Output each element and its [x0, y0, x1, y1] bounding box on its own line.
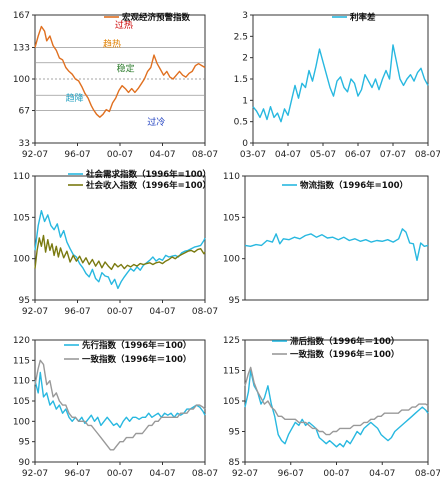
- y-tick-label: 90: [19, 458, 31, 468]
- y-tick-label: 167: [13, 11, 30, 21]
- y-tick-label: 95: [19, 296, 30, 306]
- x-tick-label: 96-07: [64, 469, 90, 479]
- chart-spread: 3 2.5 2 1.5 1 0.5 003-07 04-07 05-07 06-07 07-07 08…: [234, 11, 440, 160]
- legend-label: 物流指数（1996年=100）: [300, 180, 408, 191]
- y-tick-label: 110: [223, 172, 240, 182]
- x-tick-label: 08-07: [415, 469, 440, 479]
- y-tick-label: 1: [242, 96, 248, 106]
- x-tick-label: 04-07: [149, 469, 175, 479]
- y-tick-label: 67: [19, 107, 30, 117]
- y-tick-label: 110: [13, 377, 30, 387]
- x-tick-label: 05-07: [310, 150, 336, 160]
- x-tick-label: 96-07: [278, 469, 304, 479]
- y-tick-label: 85: [229, 458, 240, 468]
- x-tick-label: 92-07: [22, 307, 48, 317]
- band-label: 稳定: [117, 62, 135, 74]
- x-tick-label: 04-07: [149, 150, 175, 160]
- y-tick-label: 100: [13, 255, 30, 265]
- legend-label: 社会需求指数（1996年=100）: [85, 169, 211, 180]
- y-tick-label: 33: [19, 139, 30, 149]
- series-line: [34, 371, 206, 429]
- x-tick-label: 08-07: [192, 150, 218, 160]
- x-tick-label: 04-07: [275, 150, 301, 160]
- x-tick-label: 07-07: [380, 150, 406, 160]
- x-tick-label: 96-07: [64, 150, 90, 160]
- x-tick-label: 03-07: [240, 150, 266, 160]
- band-label: 过热: [115, 19, 133, 31]
- x-tick-label: 92-07: [22, 469, 48, 479]
- series-line: [244, 369, 429, 448]
- legend-label: 利率差: [349, 12, 376, 23]
- y-tick-label: 2.5: [234, 32, 248, 42]
- y-tick-label: 105: [223, 397, 240, 407]
- y-tick-label: 125: [223, 336, 240, 346]
- x-tick-label: 92-07: [232, 469, 258, 479]
- y-tick-label: 115: [223, 367, 240, 377]
- legend-label: 宏观经济预警指数: [122, 12, 191, 23]
- series-line: [252, 44, 429, 123]
- y-tick-label: 110: [13, 172, 30, 182]
- x-tick-label: 00-07: [107, 150, 133, 160]
- band-label: 趋降: [66, 92, 84, 104]
- x-tick-label: 08-07: [415, 150, 440, 160]
- y-tick-label: 100: [13, 75, 30, 85]
- x-tick-label: 06-07: [345, 150, 371, 160]
- legend-label: 社会收入指数（1996年=100）: [85, 180, 211, 191]
- plot-frame: [34, 175, 206, 301]
- y-tick-label: 105: [223, 213, 240, 223]
- y-tick-label: 3: [242, 11, 248, 21]
- legend-label: 先行指数（1996年＝100）: [82, 340, 191, 351]
- y-tick-label: 100: [13, 417, 30, 427]
- chart-logistics: 110 105 100 95 物流指数（1996年=100）: [223, 172, 429, 306]
- x-tick-label: 08-07: [192, 307, 218, 317]
- x-tick-label: 00-07: [323, 469, 349, 479]
- band-label: 趋热: [103, 38, 121, 50]
- series-line: [34, 359, 206, 451]
- y-tick-label: 0: [242, 139, 248, 149]
- plot-frame: [244, 175, 429, 301]
- series-line: [34, 234, 206, 271]
- y-tick-label: 120: [13, 336, 30, 346]
- x-tick-label: 00-07: [107, 307, 133, 317]
- y-tick-label: 105: [13, 213, 30, 223]
- y-tick-label: 95: [19, 438, 30, 448]
- x-tick-label: 04-07: [369, 469, 395, 479]
- x-tick-label: 08-07: [192, 469, 218, 479]
- legend-label: 一致指数（1996年＝100）: [290, 349, 399, 360]
- y-tick-label: 115: [13, 356, 30, 366]
- x-tick-label: 00-07: [107, 469, 133, 479]
- band-label: 过冷: [147, 116, 165, 128]
- x-tick-label: 96-07: [64, 307, 90, 317]
- y-tick-label: 0.5: [234, 118, 248, 128]
- y-tick-label: 1.5: [234, 75, 248, 85]
- series-line: [34, 25, 206, 118]
- y-tick-label: 133: [13, 43, 30, 53]
- x-tick-label: 04-07: [149, 307, 175, 317]
- x-tick-label: 92-07: [22, 150, 48, 160]
- y-tick-label: 95: [229, 428, 240, 438]
- series-line: [244, 228, 429, 261]
- y-tick-label: 2: [242, 54, 248, 64]
- legend-label: 滞后指数（1996年＝100）: [290, 336, 399, 347]
- series-line: [244, 366, 429, 436]
- y-tick-label: 100: [223, 255, 240, 265]
- y-tick-label: 105: [13, 397, 30, 407]
- y-tick-label: 95: [229, 296, 240, 306]
- legend-label: 一致指数（1996年＝100）: [82, 354, 191, 365]
